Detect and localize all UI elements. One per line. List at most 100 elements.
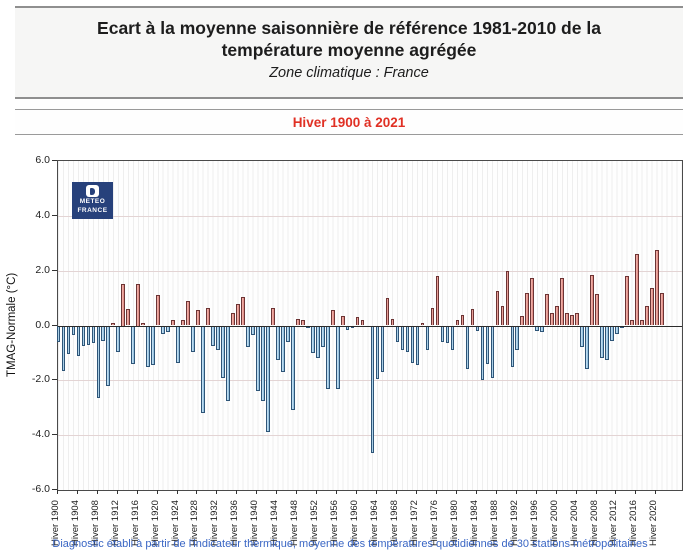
y-tick-label--6.0: -6.0: [31, 483, 50, 495]
bar-hiver-1937: [241, 296, 245, 326]
bar-hiver-1915: [131, 325, 135, 364]
bar-hiver-1952: [315, 325, 320, 359]
bar-hiver-1946: [286, 325, 290, 342]
bar-hiver-1923: [171, 320, 175, 326]
period-box: Hiver 1900 à 2021: [15, 109, 683, 135]
bar-hiver-1931: [211, 325, 215, 347]
bar-hiver-1943: [271, 307, 275, 326]
bar-hiver-1971: [410, 325, 415, 363]
bar-hiver-2007: [590, 274, 594, 326]
bar-hiver-1961: [360, 320, 365, 326]
bar-hiver-2018: [645, 306, 649, 326]
bar-hiver-1925: [181, 320, 185, 326]
y-tick-mark--6.0: [52, 489, 57, 490]
y-tick-label-4.0: 4.0: [35, 208, 50, 221]
x-tick-mark-Hiver-2008: [595, 490, 597, 494]
bar-hiver-1900: [56, 325, 61, 342]
gridline--4: [58, 435, 682, 437]
bar-hiver-1963: [370, 325, 375, 453]
bar-hiver-1947: [291, 325, 295, 411]
bar-hiver-1991: [510, 325, 515, 367]
bar-hiver-1966: [385, 298, 390, 326]
gridline-2: [58, 270, 682, 272]
bar-hiver-1953: [320, 325, 325, 348]
bar-hiver-1912: [116, 325, 121, 352]
bar-hiver-1914: [126, 309, 131, 326]
bar-hiver-1994: [525, 292, 530, 326]
y-tick-label-2.0: 2.0: [35, 263, 50, 276]
meteo-france-icon-glyph: [90, 187, 95, 195]
bar-hiver-1960: [355, 317, 360, 326]
meteo-france-icon: [86, 185, 99, 197]
bar-hiver-1979: [450, 325, 455, 351]
y-tick-label-0.0: 0.0: [35, 318, 50, 331]
x-tick-mark-Hiver-1900: [56, 490, 58, 494]
bar-hiver-2019: [650, 288, 654, 326]
bar-hiver-1998: [545, 293, 550, 326]
bar-hiver-1911: [111, 322, 116, 326]
bar-hiver-2021: [660, 292, 664, 326]
bar-hiver-2020: [655, 250, 659, 326]
bar-hiver-1956: [335, 325, 340, 389]
bar-hiver-1976: [435, 276, 440, 326]
bar-hiver-1930: [206, 307, 210, 326]
bar-hiver-1933: [221, 325, 225, 378]
bar-hiver-1968: [395, 325, 400, 342]
bar-hiver-1984: [475, 325, 480, 331]
footer-caption: Diagnostic établi à partir de l'indicate…: [52, 538, 648, 550]
bar-hiver-1993: [520, 315, 525, 326]
bar-hiver-1985: [480, 325, 485, 381]
bar-hiver-1926: [186, 300, 190, 326]
bar-hiver-1904: [76, 325, 81, 356]
bar-hiver-2009: [600, 325, 604, 359]
x-tick-mark-Hiver-1924: [176, 490, 178, 494]
x-tick-mark-Hiver-1952: [316, 490, 318, 494]
bar-hiver-1973: [420, 322, 425, 326]
y-tick-label--4.0: -4.0: [31, 428, 50, 441]
logo-line1: METEO: [79, 198, 106, 205]
bar-hiver-1989: [500, 306, 505, 326]
bar-hiver-1948: [296, 318, 300, 326]
x-tick-mark-Hiver-1964: [376, 490, 378, 494]
y-tick-label-6.0: 6.0: [35, 154, 50, 166]
bar-hiver-1942: [266, 325, 270, 433]
x-tick-mark-Hiver-1980: [455, 490, 457, 494]
x-tick-mark-Hiver-1912: [116, 490, 118, 494]
bar-hiver-2015: [630, 320, 634, 326]
bar-hiver-1992: [515, 325, 520, 351]
bar-hiver-1978: [445, 325, 450, 344]
bar-hiver-1999: [550, 313, 554, 326]
x-tick-mark-Hiver-2012: [615, 490, 617, 494]
title-box: Ecart à la moyenne saisonnière de référe…: [15, 6, 683, 99]
y-tick-mark-2.0: [52, 269, 57, 271]
bar-hiver-1988: [495, 291, 500, 326]
bar-hiver-1929: [201, 325, 205, 414]
bar-hiver-1974: [425, 325, 430, 351]
bar-hiver-2001: [560, 277, 564, 326]
bar-hiver-1928: [196, 310, 200, 326]
page-title: Ecart à la moyenne saisonnière de référe…: [97, 18, 601, 60]
x-tick-mark-Hiver-1988: [495, 490, 497, 494]
x-tick-mark-Hiver-1932: [216, 490, 218, 494]
bar-hiver-2017: [640, 320, 644, 326]
bar-hiver-2012: [615, 325, 619, 334]
bar-hiver-2016: [635, 254, 639, 326]
x-tick-mark-Hiver-1992: [515, 490, 517, 494]
bar-hiver-2000: [555, 306, 559, 326]
bar-hiver-1913: [121, 284, 126, 326]
y-tick-label--2.0: -2.0: [31, 373, 50, 386]
x-tick-mark-Hiver-1984: [475, 490, 477, 494]
bar-hiver-1949: [301, 320, 305, 326]
bar-hiver-1995: [530, 277, 535, 326]
bar-hiver-2008: [595, 293, 599, 326]
bar-hiver-1945: [281, 325, 285, 373]
bar-hiver-1903: [71, 325, 76, 336]
bar-hiver-1916: [136, 284, 140, 326]
bar-hiver-1936: [236, 303, 240, 326]
bar-hiver-1975: [430, 307, 435, 326]
bar-hiver-1919: [151, 325, 155, 366]
bar-hiver-2011: [610, 325, 614, 341]
period-label: Hiver 1900 à 2021: [292, 114, 406, 130]
bar-hiver-1972: [415, 325, 420, 366]
bar-hiver-2002: [565, 313, 569, 326]
